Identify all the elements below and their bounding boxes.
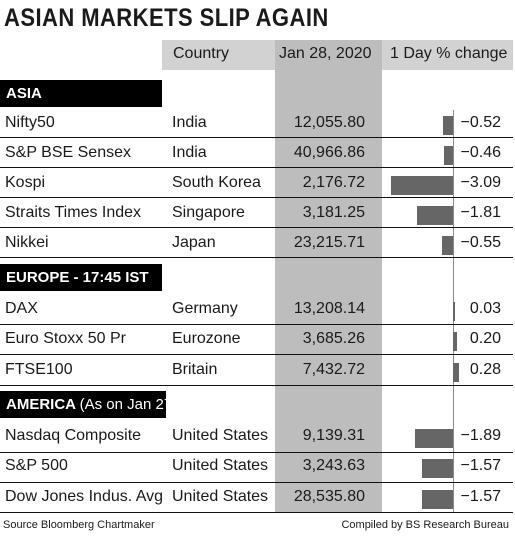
change-label: −1.81 xyxy=(460,204,501,221)
index-value: 3,243.63 xyxy=(302,457,365,474)
header-change-bg xyxy=(382,40,513,70)
section-asia-label: ASIA xyxy=(6,85,42,102)
country-name: South Korea xyxy=(172,174,261,191)
index-name: Euro Stoxx 50 Pr xyxy=(5,330,126,347)
index-name: S&P BSE Sensex xyxy=(5,144,131,161)
change-bar xyxy=(453,332,457,351)
change-bar xyxy=(421,490,453,509)
index-value: 12,055.80 xyxy=(293,114,365,131)
row-divider xyxy=(0,452,513,453)
change-bar xyxy=(442,236,453,255)
source-note: Source Bloomberg Chartmaker xyxy=(3,519,155,531)
change-label: −0.46 xyxy=(460,144,501,161)
index-value: 9,139.31 xyxy=(302,427,365,444)
index-name: Straits Times Index xyxy=(5,204,142,221)
row-divider xyxy=(0,385,513,386)
index-value: 3,181.25 xyxy=(302,204,365,221)
row-divider xyxy=(0,197,513,198)
change-bar xyxy=(453,363,459,382)
row-divider xyxy=(0,167,513,168)
country-name: India xyxy=(172,144,207,161)
index-name: Nifty50 xyxy=(5,114,55,131)
section-america-label: AMERICA xyxy=(6,396,76,413)
header-date: Jan 28, 2020 xyxy=(279,45,372,62)
change-label: −0.52 xyxy=(460,114,501,131)
section-europe-label: EUROPE - 17:45 IST xyxy=(6,269,149,286)
row-divider xyxy=(0,482,513,483)
section-europe: EUROPE - 17:45 IST xyxy=(0,264,162,291)
section-asia: ASIA xyxy=(0,80,162,107)
country-name: United States xyxy=(172,488,269,505)
row-divider xyxy=(0,354,513,355)
change-bar xyxy=(416,206,453,225)
change-label: −3.09 xyxy=(460,174,501,191)
row-divider xyxy=(0,227,513,228)
index-value: 3,685.26 xyxy=(302,330,365,347)
country-name: Japan xyxy=(172,234,216,251)
country-name: Germany xyxy=(172,300,238,317)
index-value: 13,208.14 xyxy=(293,300,365,317)
row-divider xyxy=(0,137,513,138)
section-america: AMERICA (As on Jan 27) xyxy=(0,391,177,418)
change-bar xyxy=(443,146,453,165)
index-name: Nasdaq Composite xyxy=(5,427,142,444)
country-name: Britain xyxy=(172,361,218,378)
change-bar xyxy=(442,116,453,135)
index-name: Kospi xyxy=(5,174,46,191)
header-change: 1 Day % change xyxy=(390,45,508,62)
change-bar xyxy=(391,176,453,195)
row-divider xyxy=(0,257,513,258)
change-label: 0.28 xyxy=(469,361,501,378)
change-label: −1.57 xyxy=(460,457,501,474)
change-bar xyxy=(421,459,453,478)
row-divider xyxy=(0,512,513,513)
country-name: Singapore xyxy=(172,204,245,221)
change-label: −0.55 xyxy=(460,234,501,251)
change-label: 0.20 xyxy=(469,330,501,347)
change-label: 0.03 xyxy=(469,300,501,317)
change-label: −1.57 xyxy=(460,488,501,505)
change-label: −1.89 xyxy=(460,427,501,444)
index-value: 7,432.72 xyxy=(302,361,365,378)
index-name: FTSE100 xyxy=(5,361,73,378)
index-value: 28,535.80 xyxy=(293,488,365,505)
header-country-bg xyxy=(162,40,275,70)
change-bar xyxy=(415,429,453,448)
date-column-shade xyxy=(275,40,382,513)
country-name: United States xyxy=(172,457,269,474)
header-country: Country xyxy=(173,45,230,62)
section-america-note: (As on Jan 27) xyxy=(79,396,178,413)
index-name: Nikkei xyxy=(5,234,49,251)
index-value: 40,966.86 xyxy=(293,144,365,161)
credit-note: Compiled by BS Research Bureau xyxy=(341,519,509,531)
country-name: United States xyxy=(172,427,269,444)
country-name: Eurozone xyxy=(172,330,241,347)
country-name: India xyxy=(172,114,207,131)
chart-title: ASIAN MARKETS SLIP AGAIN xyxy=(4,4,329,32)
index-name: S&P 500 xyxy=(5,457,68,474)
index-name: DAX xyxy=(5,300,38,317)
index-value: 2,176.72 xyxy=(302,174,365,191)
change-bar xyxy=(453,302,455,321)
index-name: Dow Jones Indus. Avg xyxy=(5,488,164,505)
index-value: 23,215.71 xyxy=(293,234,365,251)
row-divider xyxy=(0,324,513,325)
